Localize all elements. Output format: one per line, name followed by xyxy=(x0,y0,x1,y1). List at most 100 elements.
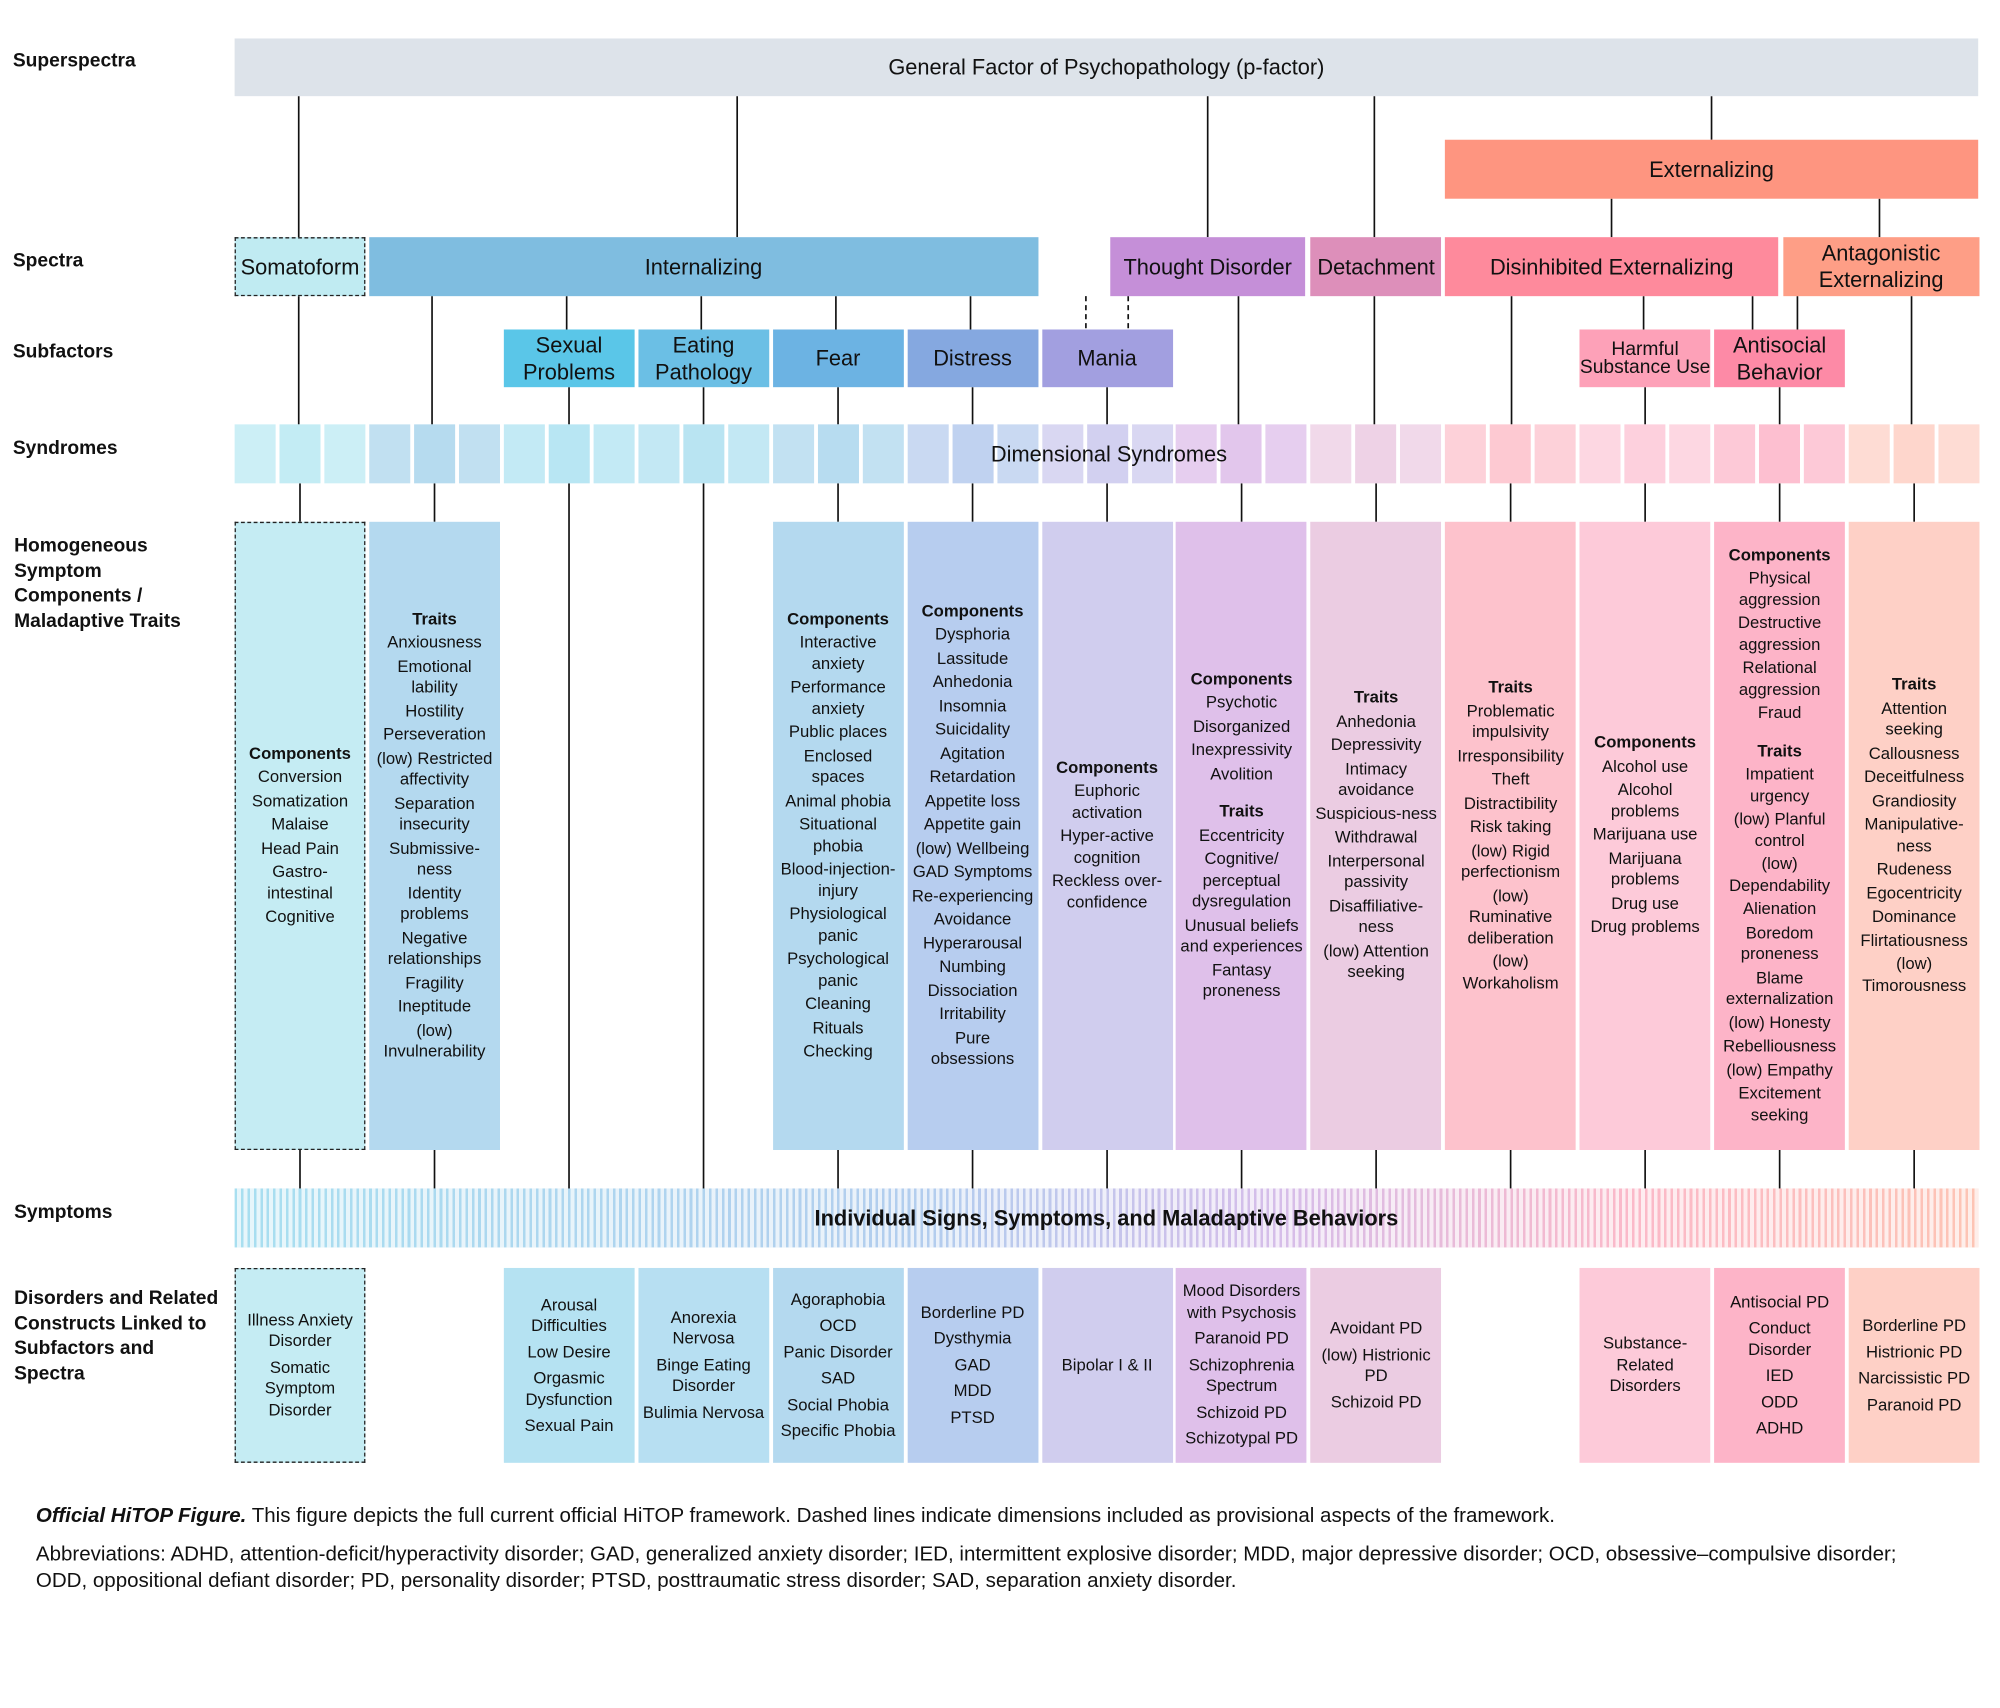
syndrome-cell xyxy=(1176,424,1218,484)
component-item: Irritability xyxy=(939,1003,1006,1024)
disorder-item: Narcissistic PD xyxy=(1858,1367,1971,1388)
component-item: Performance anxiety xyxy=(790,676,886,718)
syndrome-cell xyxy=(413,424,456,484)
component-item: Cleaning xyxy=(805,993,871,1013)
disorder-box: Borderline PD Dysthymia GAD MDD PTSD xyxy=(907,1267,1038,1463)
disorder-item: Social Phobia xyxy=(787,1394,890,1414)
component-item: Fraud xyxy=(1757,702,1802,723)
component-item: Ineptitude xyxy=(397,996,472,1016)
row-label: Disorders and Related Constructs Linked … xyxy=(14,1287,219,1384)
group-heading: Traits xyxy=(412,608,457,628)
component-item: Dissociation xyxy=(927,980,1018,1000)
component-item: (low) Dependability xyxy=(1729,854,1831,895)
component-item: Lassitude xyxy=(936,648,1009,668)
disorder-item: SAD xyxy=(820,1367,856,1388)
syndrome-cell xyxy=(1490,424,1532,484)
syndrome-cell xyxy=(1041,424,1083,484)
disorder-item: Antisocial PD xyxy=(1730,1291,1830,1311)
syndrome-cell xyxy=(1265,424,1307,484)
component-item: Hyperarousal xyxy=(922,932,1023,952)
disorder-item: Dysthymia xyxy=(933,1328,1012,1348)
component-item: Flirtatiousness xyxy=(1860,930,1968,950)
disorder-item: IED xyxy=(1765,1365,1794,1385)
component-item: Anxiousness xyxy=(387,632,482,652)
component-item: Cognitive/ perceptual dysregulation xyxy=(1192,848,1292,911)
spectrum: Disinhibited Externalizing xyxy=(1445,237,1779,297)
component-item: Insomnia xyxy=(938,695,1007,715)
component-item: Problematic impulsivity xyxy=(1466,700,1555,742)
component-item: Hyper-active cognition xyxy=(1060,825,1154,867)
component-item: Head Pain xyxy=(261,837,339,858)
externalizing: Externalizing xyxy=(1444,139,1979,199)
syndrome-cell xyxy=(234,424,276,484)
syndrome-cell xyxy=(1669,424,1711,484)
disorder-box: Borderline PD Histrionic PD Narcissistic P… xyxy=(1848,1267,1980,1463)
component-item: Numbing xyxy=(939,956,1006,976)
component-box: Components Physical aggression Destructive… xyxy=(1714,521,1846,1150)
component-item: Submissive-ness xyxy=(389,837,480,879)
disorder-item: Bipolar I & II xyxy=(1061,1354,1153,1375)
component-box: Components Conversion Somatization Malaise H… xyxy=(234,521,366,1150)
component-item: Deceitfulness xyxy=(1864,766,1965,786)
component-item: Disaffiliative-ness xyxy=(1329,895,1424,937)
component-item: Irresponsibility xyxy=(1457,745,1564,765)
disorder-item: Paranoid PD xyxy=(1194,1328,1289,1348)
group-heading: Components xyxy=(921,600,1024,620)
disorder-item: ADHD xyxy=(1756,1417,1804,1438)
disorder-item: Agoraphobia xyxy=(790,1289,886,1309)
disorder-item: Sexual Pain xyxy=(524,1415,614,1435)
component-item: Perseveration xyxy=(383,724,486,744)
row-label: Homogeneous Symptom Components / Maladap… xyxy=(14,534,181,632)
subfactor: Distress xyxy=(907,329,1038,388)
component-item: Drug use xyxy=(1611,893,1679,913)
component-item: Agitation xyxy=(940,742,1005,763)
component-item: (low) Ruminative deliberation xyxy=(1467,885,1554,947)
component-item: Destructive aggression xyxy=(1737,613,1822,654)
component-item: Fantasy proneness xyxy=(1202,959,1281,1000)
spectrum: Antagonistic Externalizing xyxy=(1783,237,1979,297)
component-item: Dysphoria xyxy=(935,624,1011,644)
spectrum: Thought Disorder xyxy=(1110,237,1306,297)
syndrome-cell xyxy=(1534,424,1576,484)
syndrome-cell xyxy=(548,424,590,484)
component-item: Separation insecurity xyxy=(394,792,475,834)
subfactor: Eating Pathology xyxy=(638,329,769,388)
syndromes-label: Dimensional Syndromes xyxy=(990,441,1228,467)
component-item: Rudeness xyxy=(1876,858,1952,879)
syndrome-cell xyxy=(1848,424,1890,484)
group-heading: Traits xyxy=(1353,687,1399,707)
component-item: Situational phobia xyxy=(799,814,877,855)
component-item: Enclosed spaces xyxy=(803,745,873,786)
component-item: Negative relationships xyxy=(387,927,482,968)
disorder-item: Schizotypal PD xyxy=(1185,1428,1299,1448)
p-factor: General Factor of Psychopathology (p-fac… xyxy=(234,38,1979,97)
disorder-item: Bulimia Nervosa xyxy=(642,1402,765,1422)
component-item: (low) Honesty xyxy=(1728,1012,1831,1032)
component-item: Blood-injection-injury xyxy=(780,858,896,900)
disorder-item: Orgasmic Dysfunction xyxy=(525,1367,613,1409)
component-box: Components Interactive anxiety Performance… xyxy=(772,521,904,1150)
group-heading: Components xyxy=(1056,757,1158,777)
component-item: Manipulative-ness xyxy=(1864,814,1964,855)
component-item: Attention seeking xyxy=(1881,698,1948,739)
component-item: Callousness xyxy=(1868,742,1960,763)
disorder-item: Histrionic PD xyxy=(1865,1341,1963,1361)
disorder-item: PTSD xyxy=(950,1407,995,1427)
component-item: Suspicious-ness xyxy=(1315,803,1437,823)
disorder-box: Mood Disorders with Psychosis Paranoid PD… xyxy=(1176,1267,1307,1463)
subfactor: Harmful Substance Use xyxy=(1579,329,1711,388)
component-item: Rebelliousness xyxy=(1723,1036,1837,1056)
disorder-item: Panic Disorder xyxy=(783,1341,893,1361)
syndrome-cell xyxy=(503,424,545,484)
component-item: Public places xyxy=(788,721,888,742)
disorder-item: Anorexia Nervosa xyxy=(670,1307,737,1348)
row-label: Spectra xyxy=(12,249,84,272)
caption-text: This figure depicts the full current off… xyxy=(251,1505,1555,1527)
component-item: Physiological panic xyxy=(789,903,887,945)
component-item: Alcohol problems xyxy=(1610,779,1680,821)
spectrum: Somatoform xyxy=(234,237,366,297)
syndrome-cell xyxy=(1400,424,1442,484)
subfactor: Sexual Problems xyxy=(503,329,635,388)
disorder-item: OCD xyxy=(819,1315,857,1335)
